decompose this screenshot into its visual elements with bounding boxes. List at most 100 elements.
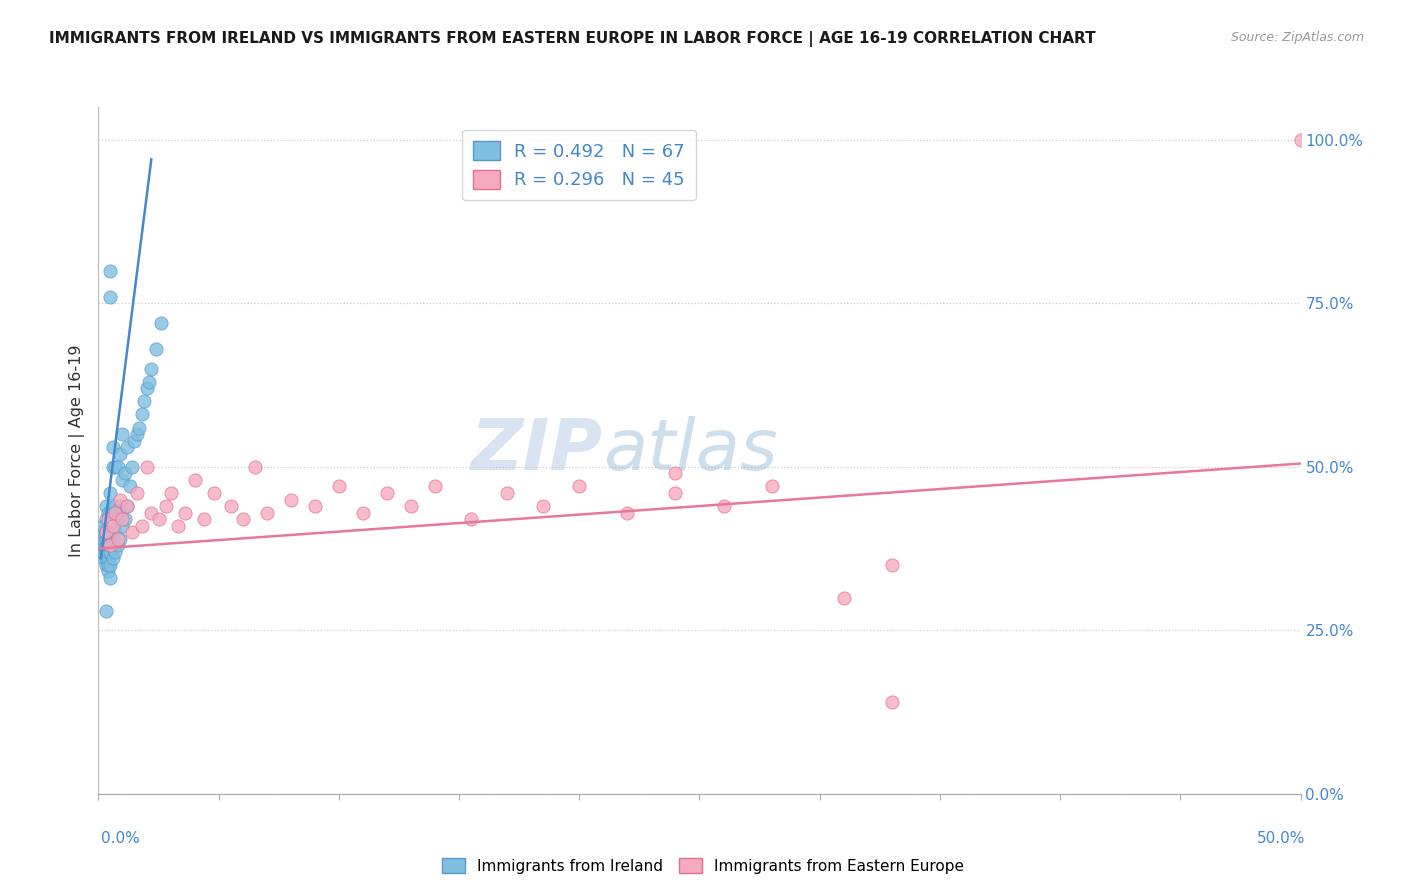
Text: atlas: atlas [603,416,778,485]
Point [460,512,482,526]
Point [91,545,114,559]
Point [94,499,117,513]
Point [94,604,117,618]
Point [94,512,117,526]
Text: 50.0%: 50.0% [1257,831,1305,847]
Point [94,532,117,546]
Point [94,525,117,540]
Point [101,440,124,454]
Point [138,375,160,389]
Point [131,518,153,533]
Point [423,479,446,493]
Point [100,558,122,572]
Point [202,486,225,500]
Point [101,518,124,533]
Point [107,459,129,474]
Point [108,447,131,461]
Point [90,545,112,559]
Text: Source: ZipAtlas.com: Source: ZipAtlas.com [1230,31,1364,45]
Point [174,506,197,520]
Point [100,538,122,552]
Point [97,512,120,526]
Point [100,571,122,585]
Point [91,525,114,540]
Point [100,486,122,500]
Legend: Immigrants from Ireland, Immigrants from Eastern Europe: Immigrants from Ireland, Immigrants from… [436,852,970,880]
Point [101,459,124,474]
Point [100,538,122,552]
Point [100,545,122,559]
Point [94,525,117,540]
Point [131,408,153,422]
Point [101,538,124,552]
Point [132,394,155,409]
Point [104,459,127,474]
Point [125,427,148,442]
Point [1289,133,1312,147]
Point [91,551,114,566]
Point [107,538,129,552]
Point [328,479,350,493]
Point [101,551,124,566]
Point [664,486,686,500]
Point [124,434,146,448]
Point [352,506,374,520]
Point [114,467,136,481]
Point [880,558,903,572]
Point [761,479,783,493]
Point [111,427,134,442]
Point [97,525,120,540]
Point [91,518,114,533]
Point [121,525,143,540]
Point [304,499,326,513]
Point [256,506,278,520]
Point [219,499,242,513]
Point [104,499,127,513]
Text: ZIP: ZIP [471,416,603,485]
Point [104,525,127,540]
Point [97,538,120,552]
Point [375,486,398,500]
Point [100,506,122,520]
Point [713,499,735,513]
Point [108,492,131,507]
Point [100,290,122,304]
Point [159,486,181,500]
Point [149,316,172,330]
Point [94,545,117,559]
Point [111,473,134,487]
Point [117,499,139,513]
Point [111,512,134,526]
Point [832,591,855,605]
Text: IMMIGRANTS FROM IRELAND VS IMMIGRANTS FROM EASTERN EUROPE IN LABOR FORCE | AGE 1: IMMIGRANTS FROM IRELAND VS IMMIGRANTS FR… [49,31,1095,47]
Point [90,538,112,552]
Point [141,361,163,376]
Point [100,263,122,277]
Point [664,467,686,481]
Point [399,499,422,513]
Point [117,440,139,454]
Point [880,695,903,709]
Point [97,506,120,520]
Point [616,506,638,520]
Point [125,486,148,500]
Point [232,512,254,526]
Point [91,538,114,552]
Point [97,545,120,559]
Point [183,473,205,487]
Point [568,479,591,493]
Point [107,512,129,526]
Point [111,518,134,533]
Point [155,499,177,513]
Point [128,420,150,434]
Point [90,525,112,540]
Point [148,512,170,526]
Text: 0.0%: 0.0% [101,831,141,847]
Point [97,558,120,572]
Point [118,479,141,493]
Point [97,551,120,566]
Point [94,538,117,552]
Point [531,499,554,513]
Point [243,459,266,474]
Point [107,532,129,546]
